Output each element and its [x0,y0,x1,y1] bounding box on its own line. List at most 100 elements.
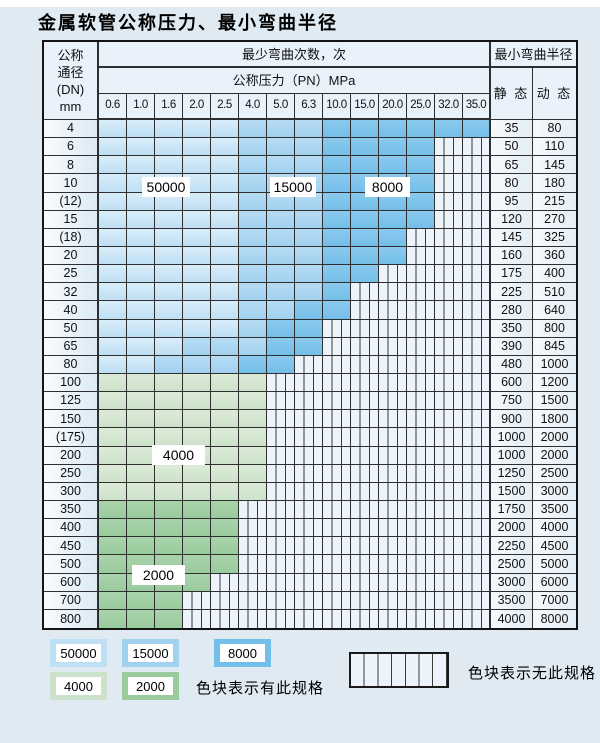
spec-cell-8k [323,192,351,211]
dn-cell: 50 [44,319,99,338]
static-radius-cell: 480 [491,355,533,374]
spec-cell-4k [183,392,211,411]
spec-cell-4k [127,392,155,411]
spec-cell-none [435,156,463,175]
spec-cell-none [463,283,491,302]
spec-cell-none [295,410,323,429]
spec-cell-8k [239,355,267,374]
spec-cell-none [351,355,379,374]
pressure-header-32.0: 32.0 [435,94,463,120]
legend-swatch-8000: 8000 [214,639,271,667]
spec-cell-8k [379,210,407,229]
static-radius-cell: 95 [491,192,533,211]
spec-cell-2k [155,555,183,574]
spec-cell-50k [211,265,239,284]
spec-cell-50k [211,120,239,139]
spec-cell-8k [323,301,351,320]
spec-cell-none [435,337,463,356]
legend-label-4000: 4000 [56,677,101,695]
dynamic-radius-cell: 325 [533,228,576,247]
spec-cell-50k [99,120,127,139]
spec-cell-none [183,609,211,628]
spec-cell-none [463,156,491,175]
static-radius-cell: 120 [491,210,533,229]
spec-cell-none [295,392,323,411]
spec-cell-none [379,464,407,483]
legend-no-spec-swatch [349,652,449,688]
dynamic-radius-cell: 8000 [533,609,576,628]
dynamic-radius-cell: 1800 [533,410,576,429]
spec-cell-15k [183,337,211,356]
spec-cell-none [463,537,491,556]
spec-cell-none [435,373,463,393]
spec-cell-15k [239,265,267,284]
spec-cell-none [407,482,435,501]
spec-cell-2k [127,609,155,628]
spec-cell-50k [155,319,183,338]
spec-cell-15k [267,228,295,247]
spec-cell-none [295,373,323,393]
spec-cell-2k [183,573,211,592]
spec-cell-50k [211,301,239,320]
spec-cell-none [407,500,435,520]
dn-cell: 500 [44,555,99,574]
spec-cell-15k [239,301,267,320]
spec-cell-none [435,591,463,610]
spec-cell-none [239,591,267,610]
spec-cell-none [379,283,407,302]
dn-cell: 15 [44,210,99,229]
spec-cell-15k [267,283,295,302]
spec-cell-50k [155,156,183,175]
spec-cell-none [463,500,491,520]
dn-cell: 125 [44,392,99,411]
spec-cell-none [239,573,267,592]
dn-cell: (18) [44,228,99,247]
spec-cell-none [435,555,463,574]
spec-cell-none [435,392,463,411]
spec-cell-4k [239,410,267,429]
spec-cell-none [407,355,435,374]
spec-cell-2k [99,537,127,556]
dynamic-radius-cell: 360 [533,246,576,266]
spec-cell-4k [211,373,239,393]
dn-cell: 400 [44,519,99,538]
dynamic-radius-cell: 6000 [533,573,576,592]
dn-cell: 450 [44,537,99,556]
spec-cell-none [407,228,435,247]
spec-cell-8k [295,301,323,320]
pressure-header-25.0: 25.0 [407,94,435,120]
spec-cell-15k [295,156,323,175]
legend-swatch-15000: 15000 [122,639,179,667]
spec-cell-none [463,319,491,338]
static-radius-cell: 1000 [491,446,533,465]
spec-cell-none [435,246,463,266]
spec-cell-none [323,519,351,538]
spec-cell-4k [127,482,155,501]
spec-cell-8k [351,228,379,247]
spec-cell-4k [183,373,211,393]
spec-cell-15k [295,283,323,302]
spec-cell-4k [239,392,267,411]
spec-cell-none [295,609,323,628]
spec-cell-50k [99,319,127,338]
spec-cell-none [435,573,463,592]
spec-cell-none [463,246,491,266]
static-column-header: 静 态 [491,68,533,120]
spec-cell-none [267,609,295,628]
spec-cell-none [463,301,491,320]
dn-cell: 700 [44,591,99,610]
spec-cell-50k [127,228,155,247]
spec-cell-50k [127,319,155,338]
spec-cell-none [463,464,491,483]
dynamic-radius-cell: 145 [533,156,576,175]
spec-cell-50k [99,228,127,247]
dynamic-radius-cell: 800 [533,319,576,338]
spec-cell-15k [239,210,267,229]
spec-cell-2k [155,609,183,628]
spec-cell-none [407,573,435,592]
spec-cell-8k [267,337,295,356]
spec-cell-50k [99,210,127,229]
spec-cell-none [463,573,491,592]
spec-cell-15k [239,319,267,338]
spec-cell-none [323,482,351,501]
